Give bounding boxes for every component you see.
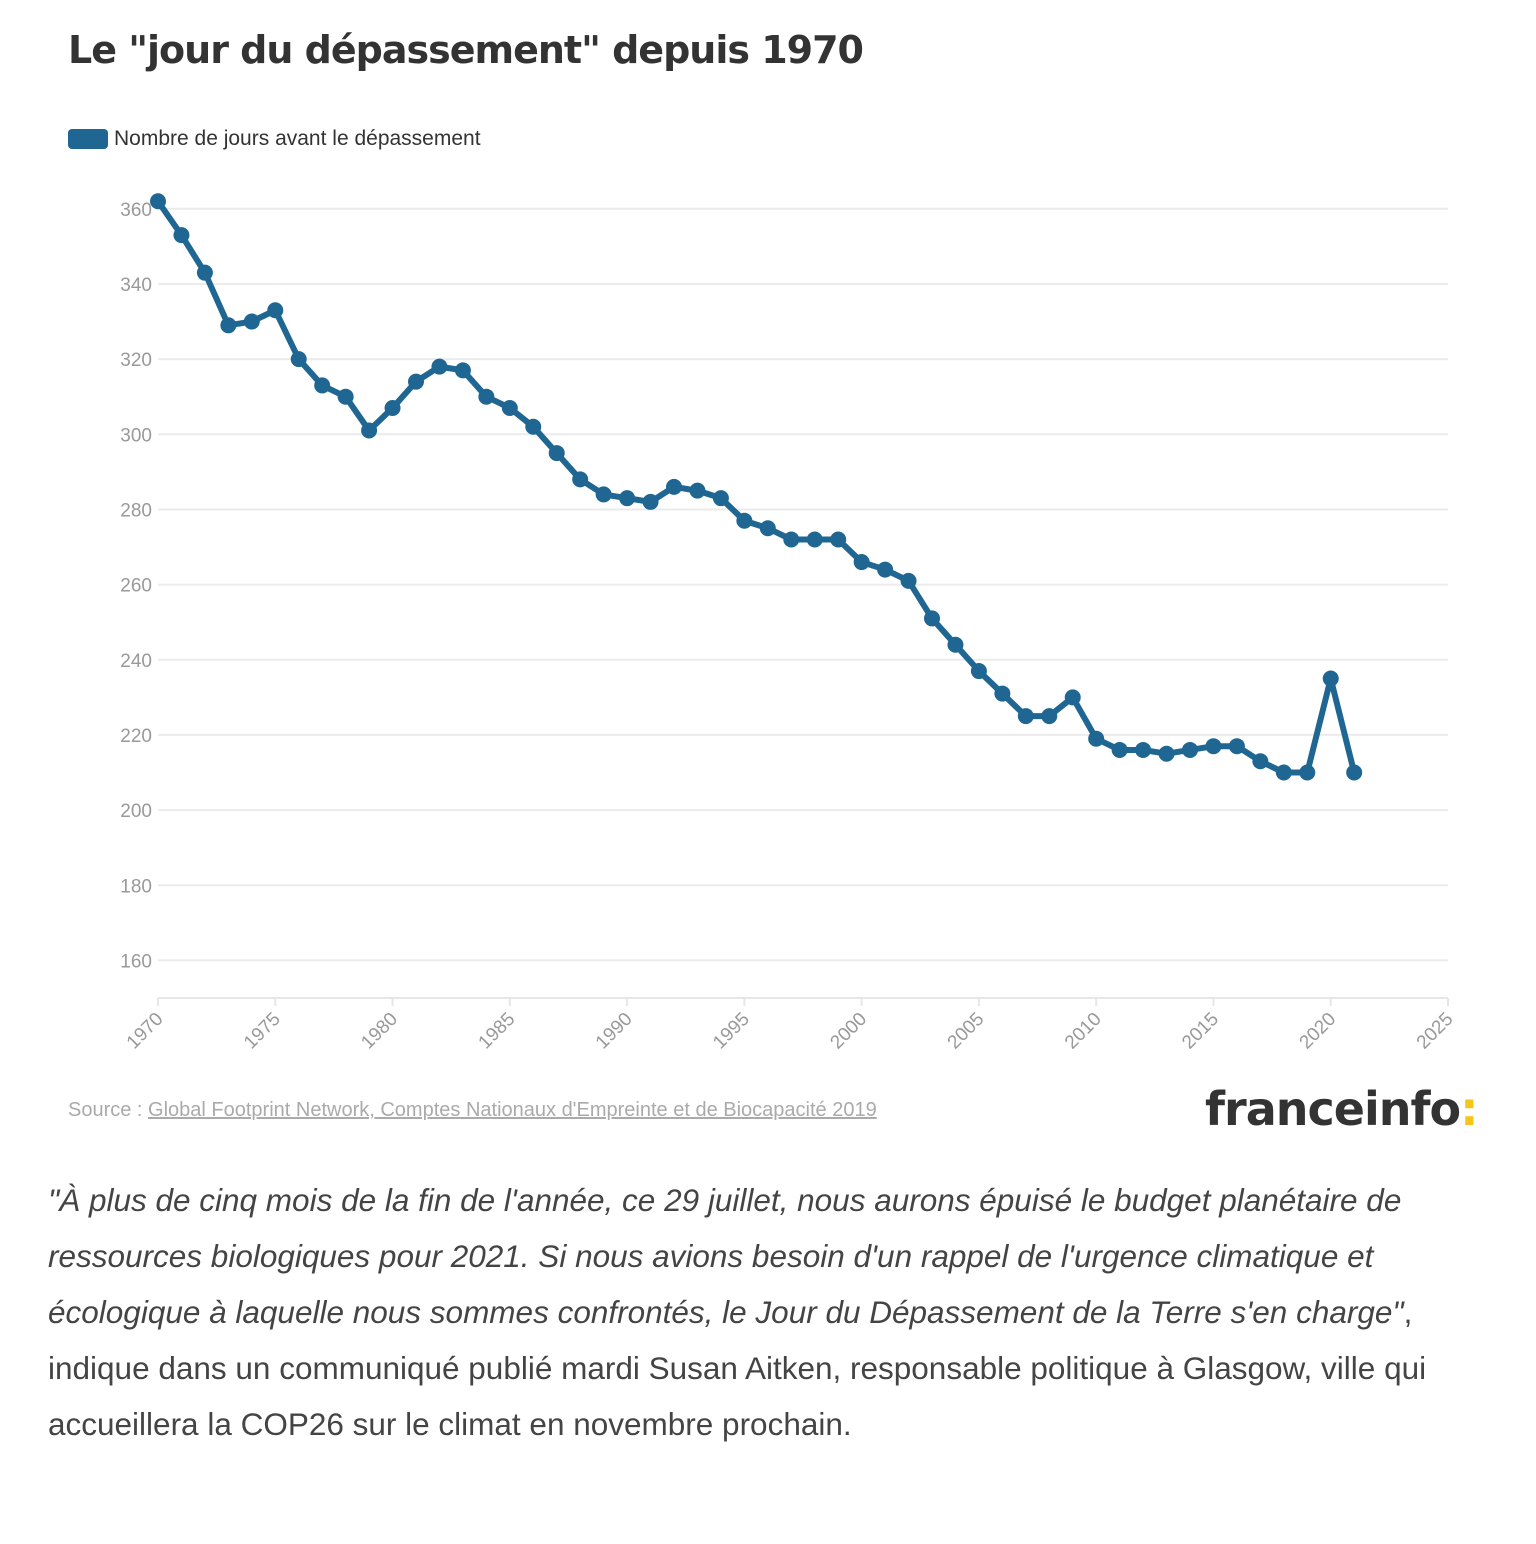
y-tick-label: 280 bbox=[120, 500, 152, 521]
data-point bbox=[314, 377, 331, 394]
data-point bbox=[1322, 670, 1339, 687]
legend-label: Nombre de jours avant le dépassement bbox=[114, 127, 481, 150]
data-point bbox=[1275, 764, 1292, 781]
logo-text: franceinfo bbox=[1205, 1082, 1461, 1136]
legend: Nombre de jours avant le dépassement bbox=[68, 127, 481, 151]
x-tick-label: 1985 bbox=[475, 1009, 520, 1054]
data-point bbox=[478, 388, 495, 405]
data-point bbox=[689, 482, 706, 499]
data-point bbox=[759, 520, 776, 537]
data-point bbox=[1158, 745, 1175, 762]
data-point bbox=[595, 486, 612, 503]
article-quote: "À plus de cinq mois de la fin de l'anné… bbox=[48, 1182, 1404, 1330]
data-point bbox=[924, 610, 940, 627]
data-point bbox=[1182, 741, 1198, 758]
y-tick-label: 200 bbox=[120, 801, 152, 822]
data-point bbox=[806, 531, 823, 548]
y-tick-label: 300 bbox=[120, 425, 152, 446]
data-point bbox=[196, 264, 213, 281]
data-point bbox=[712, 490, 729, 507]
data-point bbox=[454, 362, 471, 379]
chart-title: Le "jour du dépassement" depuis 1970 bbox=[68, 28, 864, 72]
data-point bbox=[1299, 764, 1316, 781]
data-point bbox=[408, 373, 424, 390]
y-tick-label: 160 bbox=[120, 951, 152, 972]
data-point bbox=[994, 685, 1011, 702]
data-point bbox=[1135, 741, 1152, 758]
data-point bbox=[1041, 708, 1058, 725]
data-point bbox=[173, 227, 190, 244]
y-tick-label: 260 bbox=[120, 576, 152, 597]
series-line bbox=[150, 193, 1363, 781]
x-tick-label: 1990 bbox=[592, 1009, 637, 1054]
data-point bbox=[642, 493, 659, 510]
x-tick-label: 2015 bbox=[1178, 1009, 1223, 1054]
x-tick-label: 2025 bbox=[1413, 1009, 1458, 1054]
data-point bbox=[525, 418, 542, 435]
data-point bbox=[361, 422, 378, 439]
y-tick-label: 220 bbox=[120, 726, 152, 747]
data-point bbox=[1017, 708, 1034, 725]
data-point bbox=[1228, 738, 1245, 755]
data-point bbox=[572, 471, 589, 488]
data-point bbox=[1252, 753, 1269, 770]
data-point bbox=[1346, 764, 1363, 781]
data-point bbox=[548, 445, 565, 462]
y-axis-ticks: 160 180 200 220 240 260 280 300 320 340 360 bbox=[120, 200, 152, 973]
data-point bbox=[384, 399, 401, 416]
gridlines bbox=[158, 207, 1448, 962]
data-point bbox=[501, 399, 518, 416]
x-tick-label: 2010 bbox=[1061, 1009, 1106, 1054]
x-tick-label: 2005 bbox=[944, 1009, 989, 1054]
x-tick-label: 1975 bbox=[240, 1009, 285, 1054]
data-point bbox=[900, 572, 917, 589]
logo-colon: : bbox=[1460, 1082, 1478, 1136]
series-path bbox=[155, 198, 1358, 776]
data-point bbox=[853, 554, 870, 571]
y-tick-label: 240 bbox=[120, 651, 152, 672]
y-tick-label: 360 bbox=[120, 200, 152, 221]
y-tick-label: 340 bbox=[120, 275, 152, 296]
x-tick-label: 1980 bbox=[357, 1009, 402, 1054]
data-point bbox=[877, 561, 894, 578]
x-tick-label: 1995 bbox=[709, 1009, 754, 1054]
data-point bbox=[783, 531, 800, 548]
data-point bbox=[947, 636, 964, 653]
data-point bbox=[1088, 730, 1105, 747]
y-tick-label: 320 bbox=[120, 350, 152, 371]
source-link[interactable]: Global Footprint Network, Comptes Nation… bbox=[148, 1099, 877, 1121]
source-prefix: Source : bbox=[68, 1099, 149, 1121]
data-point bbox=[290, 351, 307, 368]
x-axis: 1970 1975 1980 1985 1990 1995 2000 2005 2010 2015… bbox=[123, 997, 1458, 1054]
data-point bbox=[337, 388, 354, 405]
data-point bbox=[220, 317, 237, 334]
franceinfo-logo: franceinfo: bbox=[1205, 1082, 1479, 1136]
data-point bbox=[1111, 741, 1128, 758]
data-point bbox=[666, 478, 682, 495]
data-point bbox=[150, 193, 166, 210]
data-point bbox=[243, 313, 260, 330]
data-point bbox=[1205, 738, 1222, 755]
data-point bbox=[431, 358, 448, 375]
data-point bbox=[1064, 689, 1081, 706]
source-note: Source : Global Footprint Network, Compt… bbox=[68, 1099, 877, 1122]
data-point bbox=[736, 512, 753, 529]
data-point bbox=[830, 531, 847, 548]
legend-swatch bbox=[68, 129, 108, 149]
data-point bbox=[970, 663, 987, 680]
data-point bbox=[267, 302, 284, 319]
data-point bbox=[619, 490, 636, 507]
y-tick-label: 180 bbox=[120, 876, 152, 897]
article-text: , indique dans un communiqué publié mard… bbox=[48, 1294, 1427, 1442]
x-tick-label: 1970 bbox=[123, 1009, 168, 1054]
article-paragraph: "À plus de cinq mois de la fin de l'anné… bbox=[48, 1172, 1488, 1452]
x-tick-label: 2020 bbox=[1296, 1009, 1341, 1054]
x-tick-label: 2000 bbox=[826, 1009, 871, 1054]
